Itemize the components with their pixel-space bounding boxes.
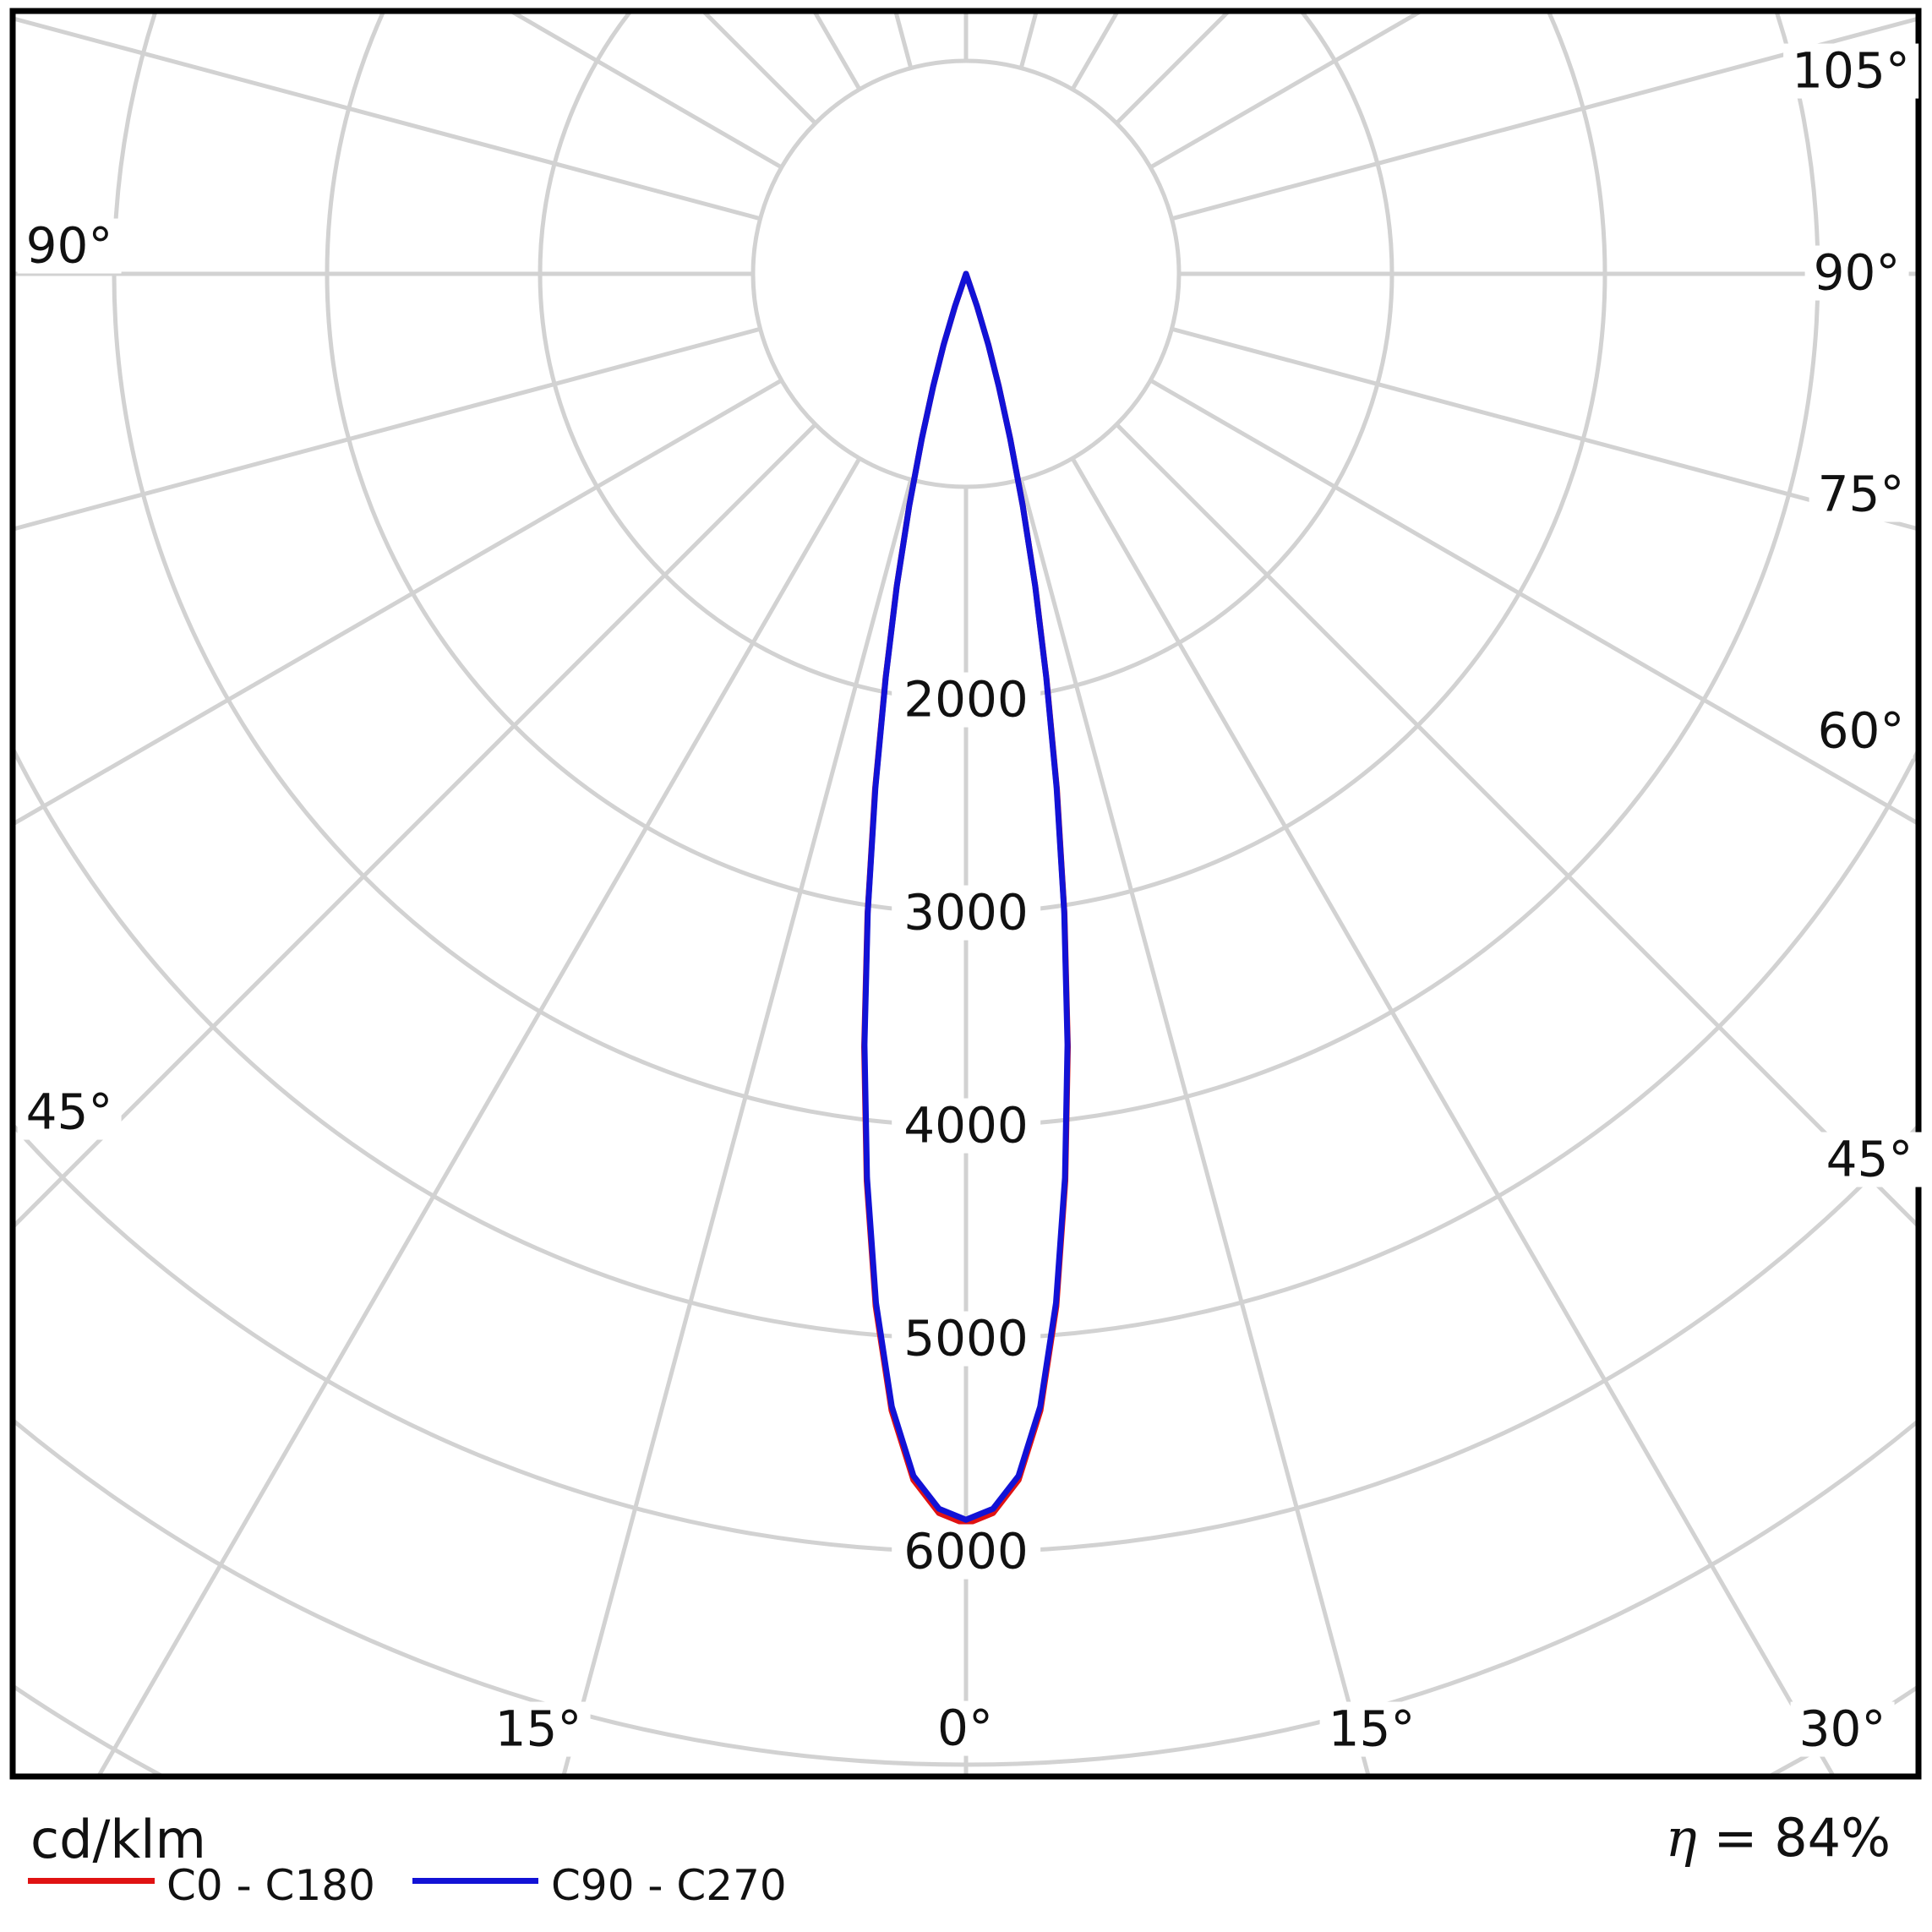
spoke-345deg: [561, 478, 914, 1774]
legend-label-c0-c180: C0 - C180: [166, 1861, 375, 1910]
spoke-240deg: [510, 14, 783, 170]
spoke-30deg: [1070, 456, 1835, 1774]
spoke-15deg: [1018, 478, 1371, 1774]
spoke-45deg: [1115, 423, 1916, 1227]
legend-line-c90-c270: [412, 1878, 538, 1884]
plot-border: [9, 8, 1922, 1780]
spoke-75deg: [1171, 326, 1916, 531]
spoke-105deg: [1171, 17, 1916, 221]
spoke-135deg: [1115, 14, 1230, 125]
spoke-60deg: [1149, 378, 1916, 825]
spoke-285deg: [15, 326, 761, 532]
legend-line-c0-c180: [28, 1878, 155, 1884]
legend-label-c90-c270: C90 - C270: [551, 1861, 787, 1910]
efficiency-value: = 84%: [1696, 1807, 1891, 1869]
efficiency-label: η = 84%: [1666, 1807, 1891, 1869]
spoke-255deg: [15, 16, 761, 221]
intensity-curves: [861, 270, 1071, 1527]
spoke-315deg: [15, 423, 817, 1228]
spoke-120deg: [1149, 14, 1422, 170]
spoke-300deg: [15, 378, 783, 826]
curve-C90-C270: [861, 270, 1071, 1523]
spoke-225deg: [702, 14, 817, 125]
unit-label: cd/klm: [30, 1809, 206, 1870]
eta-symbol: η: [1665, 1807, 1697, 1869]
spoke-330deg: [97, 456, 862, 1774]
